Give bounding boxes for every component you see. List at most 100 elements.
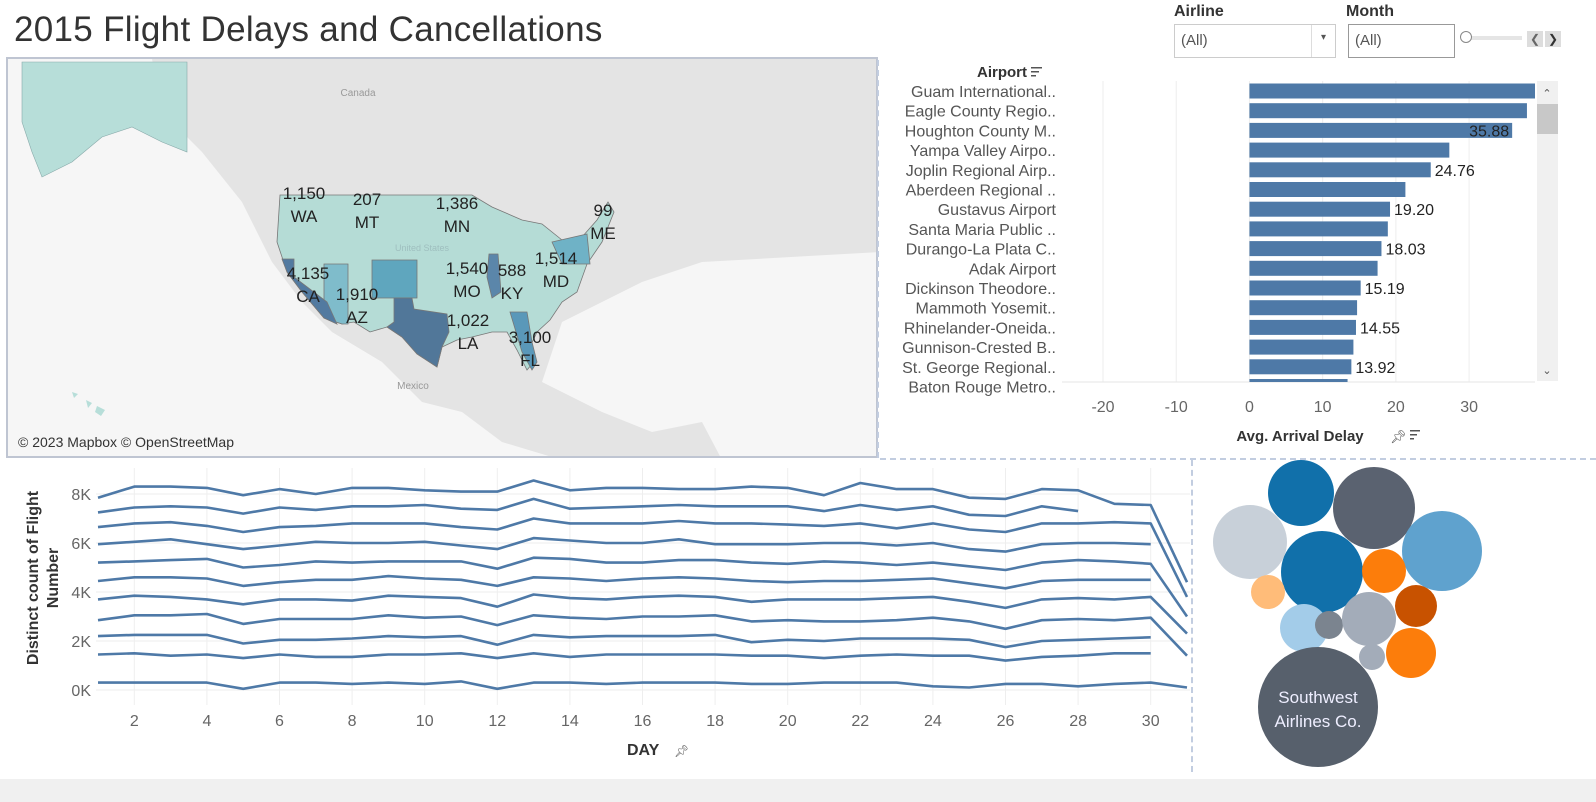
bar-row[interactable] — [1249, 339, 1354, 355]
airport-label[interactable]: Gustavus Airport — [938, 202, 1057, 219]
airport-label[interactable]: St. George Regional.. — [902, 360, 1056, 377]
airline-bubble[interactable] — [1280, 604, 1328, 652]
bar[interactable] — [1249, 280, 1361, 296]
bar-row[interactable] — [1249, 221, 1388, 237]
scroll-up-icon[interactable]: ⌃ — [1542, 88, 1551, 100]
bar-data-label: 19.20 — [1394, 202, 1434, 219]
vertical-scrollbar[interactable]: ⌃ ⌄ — [1537, 81, 1558, 381]
airline-bubble[interactable] — [1386, 628, 1436, 678]
pin-icon[interactable]: 📌︎ — [1390, 429, 1407, 444]
axis-sort-icon[interactable] — [1410, 430, 1420, 440]
bar[interactable] — [1249, 359, 1352, 375]
bar[interactable] — [1249, 103, 1527, 119]
bar-row[interactable] — [1249, 103, 1527, 119]
y-tick-label: 8K — [71, 487, 91, 504]
airport-label[interactable]: Rhinelander-Oneida.. — [904, 320, 1056, 337]
map-attribution[interactable]: © 2023 Mapbox © OpenStreetMap — [18, 434, 234, 450]
bar-row[interactable]: 35.88 — [1249, 122, 1513, 140]
alaska — [21, 61, 188, 178]
airport-label[interactable]: Dickinson Theodore.. — [905, 281, 1056, 298]
airline-bubble[interactable] — [1213, 505, 1287, 579]
bar[interactable] — [1249, 260, 1378, 276]
airport-label[interactable]: Aberdeen Regional .. — [906, 183, 1056, 200]
bar[interactable] — [1249, 182, 1406, 197]
airline-bubble[interactable] — [1395, 585, 1437, 627]
airline-bubble[interactable] — [1268, 460, 1334, 526]
line-y-axis-title: Distinct count of Flight Number — [25, 490, 62, 665]
bar[interactable] — [1249, 379, 1348, 394]
slider-handle[interactable] — [1460, 31, 1472, 43]
airline-bubble[interactable] — [1251, 575, 1285, 609]
airline-filter-dropdown[interactable]: (All) ▾ — [1174, 24, 1336, 58]
bar[interactable] — [1249, 300, 1358, 316]
line-series-7[interactable] — [97, 593, 1188, 635]
airport-label[interactable]: Gunnison-Crested B.. — [902, 340, 1056, 357]
bar-row[interactable] — [1249, 142, 1450, 158]
bar-row[interactable] — [1249, 83, 1543, 99]
line-series-8[interactable] — [97, 612, 1188, 657]
bar[interactable] — [1249, 221, 1388, 237]
bar-row[interactable] — [1249, 379, 1348, 394]
airline-bubble-chart: Southwest Airlines Co. — [1213, 460, 1482, 767]
airport-label[interactable]: Yampa Valley Airpo.. — [910, 143, 1056, 160]
line-series-3[interactable] — [97, 517, 1189, 598]
bar-data-label: 18.03 — [1385, 242, 1425, 259]
airport-label[interactable]: Houghton County M.. — [905, 123, 1056, 140]
scrollbar-thumb[interactable] — [1537, 104, 1558, 134]
bar[interactable] — [1249, 142, 1450, 158]
airport-label[interactable]: Mammoth Yosemit.. — [916, 301, 1057, 318]
bar-row[interactable] — [1249, 182, 1406, 197]
line-series-4[interactable] — [97, 536, 1151, 553]
bar-row[interactable]: 19.20 — [1249, 201, 1434, 220]
next-month-button[interactable]: ❯ — [1545, 31, 1561, 47]
bar[interactable] — [1249, 201, 1391, 217]
state-map[interactable]: 1,150 WA 207 MT 1,386 MN 99 ME 4,135 CA 1,910 AZ 1,5… — [6, 57, 878, 458]
line-series-1[interactable] — [97, 479, 1189, 583]
line-series-2[interactable] — [97, 497, 1079, 518]
airport-label[interactable]: Adak Airport — [969, 261, 1057, 278]
airport-label[interactable]: Santa Maria Public .. — [908, 222, 1056, 239]
bar-row[interactable]: 18.03 — [1249, 241, 1426, 259]
bar[interactable] — [1249, 122, 1513, 138]
airport-label[interactable]: Guam International.. — [911, 84, 1056, 101]
month-filter-input[interactable]: (All) — [1348, 24, 1455, 58]
bar[interactable] — [1249, 162, 1431, 178]
state-abbrev-label: MD — [543, 272, 569, 291]
bar-row[interactable]: 15.19 — [1249, 280, 1405, 299]
bar-row[interactable]: 24.76 — [1249, 162, 1475, 180]
bar-row[interactable]: 14.55 — [1249, 319, 1400, 338]
pin-icon[interactable]: 📌︎ — [674, 744, 689, 758]
line-series-6[interactable] — [97, 574, 1151, 590]
divider — [877, 60, 879, 458]
airline-bubble[interactable] — [1359, 644, 1385, 670]
scroll-down-icon[interactable]: ⌄ — [1542, 365, 1551, 377]
airline-bubble[interactable] — [1315, 611, 1343, 639]
airport-label[interactable]: Baton Rouge Metro.. — [908, 380, 1056, 397]
airline-bubble[interactable] — [1258, 647, 1378, 767]
line-series-5[interactable] — [97, 556, 1189, 618]
airport-label[interactable]: Eagle County Regio.. — [905, 104, 1056, 121]
x-tick-label: -20 — [1091, 399, 1114, 416]
sort-icon[interactable] — [1031, 67, 1042, 77]
bar-row[interactable]: 13.92 — [1249, 359, 1396, 377]
bar[interactable] — [1249, 83, 1543, 99]
previous-month-button[interactable]: ❮ — [1527, 31, 1543, 47]
month-slider[interactable] — [1460, 31, 1524, 45]
airline-bubble[interactable] — [1402, 511, 1482, 591]
airline-bubble[interactable] — [1342, 592, 1396, 646]
line-series-11[interactable] — [98, 680, 1188, 691]
line-series-10[interactable] — [97, 652, 1151, 662]
line-series-9[interactable] — [97, 633, 1151, 649]
bar[interactable] — [1249, 241, 1382, 257]
airline-bubble[interactable] — [1362, 549, 1406, 593]
state-value-label: 588 — [498, 261, 526, 280]
airline-bubble[interactable] — [1281, 531, 1363, 613]
airline-bubble[interactable] — [1333, 467, 1415, 549]
bar-row[interactable] — [1249, 260, 1378, 276]
bar-row[interactable] — [1249, 300, 1358, 316]
bar[interactable] — [1249, 339, 1354, 355]
bar[interactable] — [1249, 319, 1356, 335]
airport-label[interactable]: Durango-La Plata C.. — [906, 242, 1056, 259]
bar-data-label: 15.19 — [1365, 281, 1405, 298]
airport-label[interactable]: Joplin Regional Airp.. — [906, 163, 1056, 180]
